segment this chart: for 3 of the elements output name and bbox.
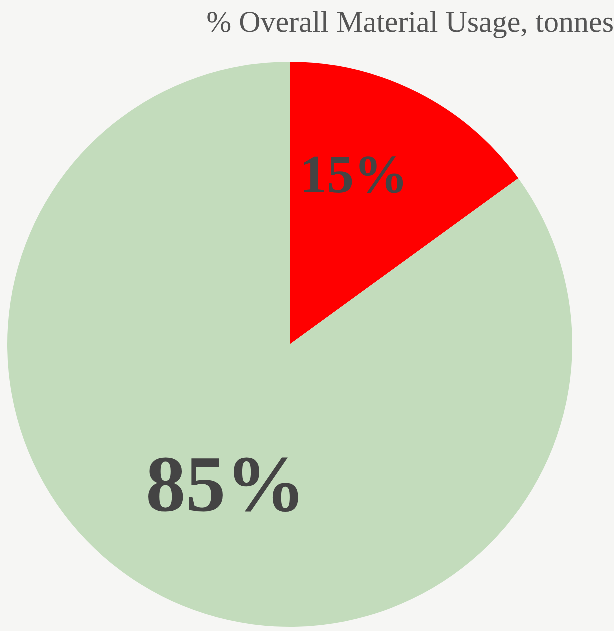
data-label: 85% (146, 441, 306, 530)
data-label: 15% (300, 144, 408, 205)
chart-title: % Overall Material Usage, tonnes (206, 6, 614, 40)
